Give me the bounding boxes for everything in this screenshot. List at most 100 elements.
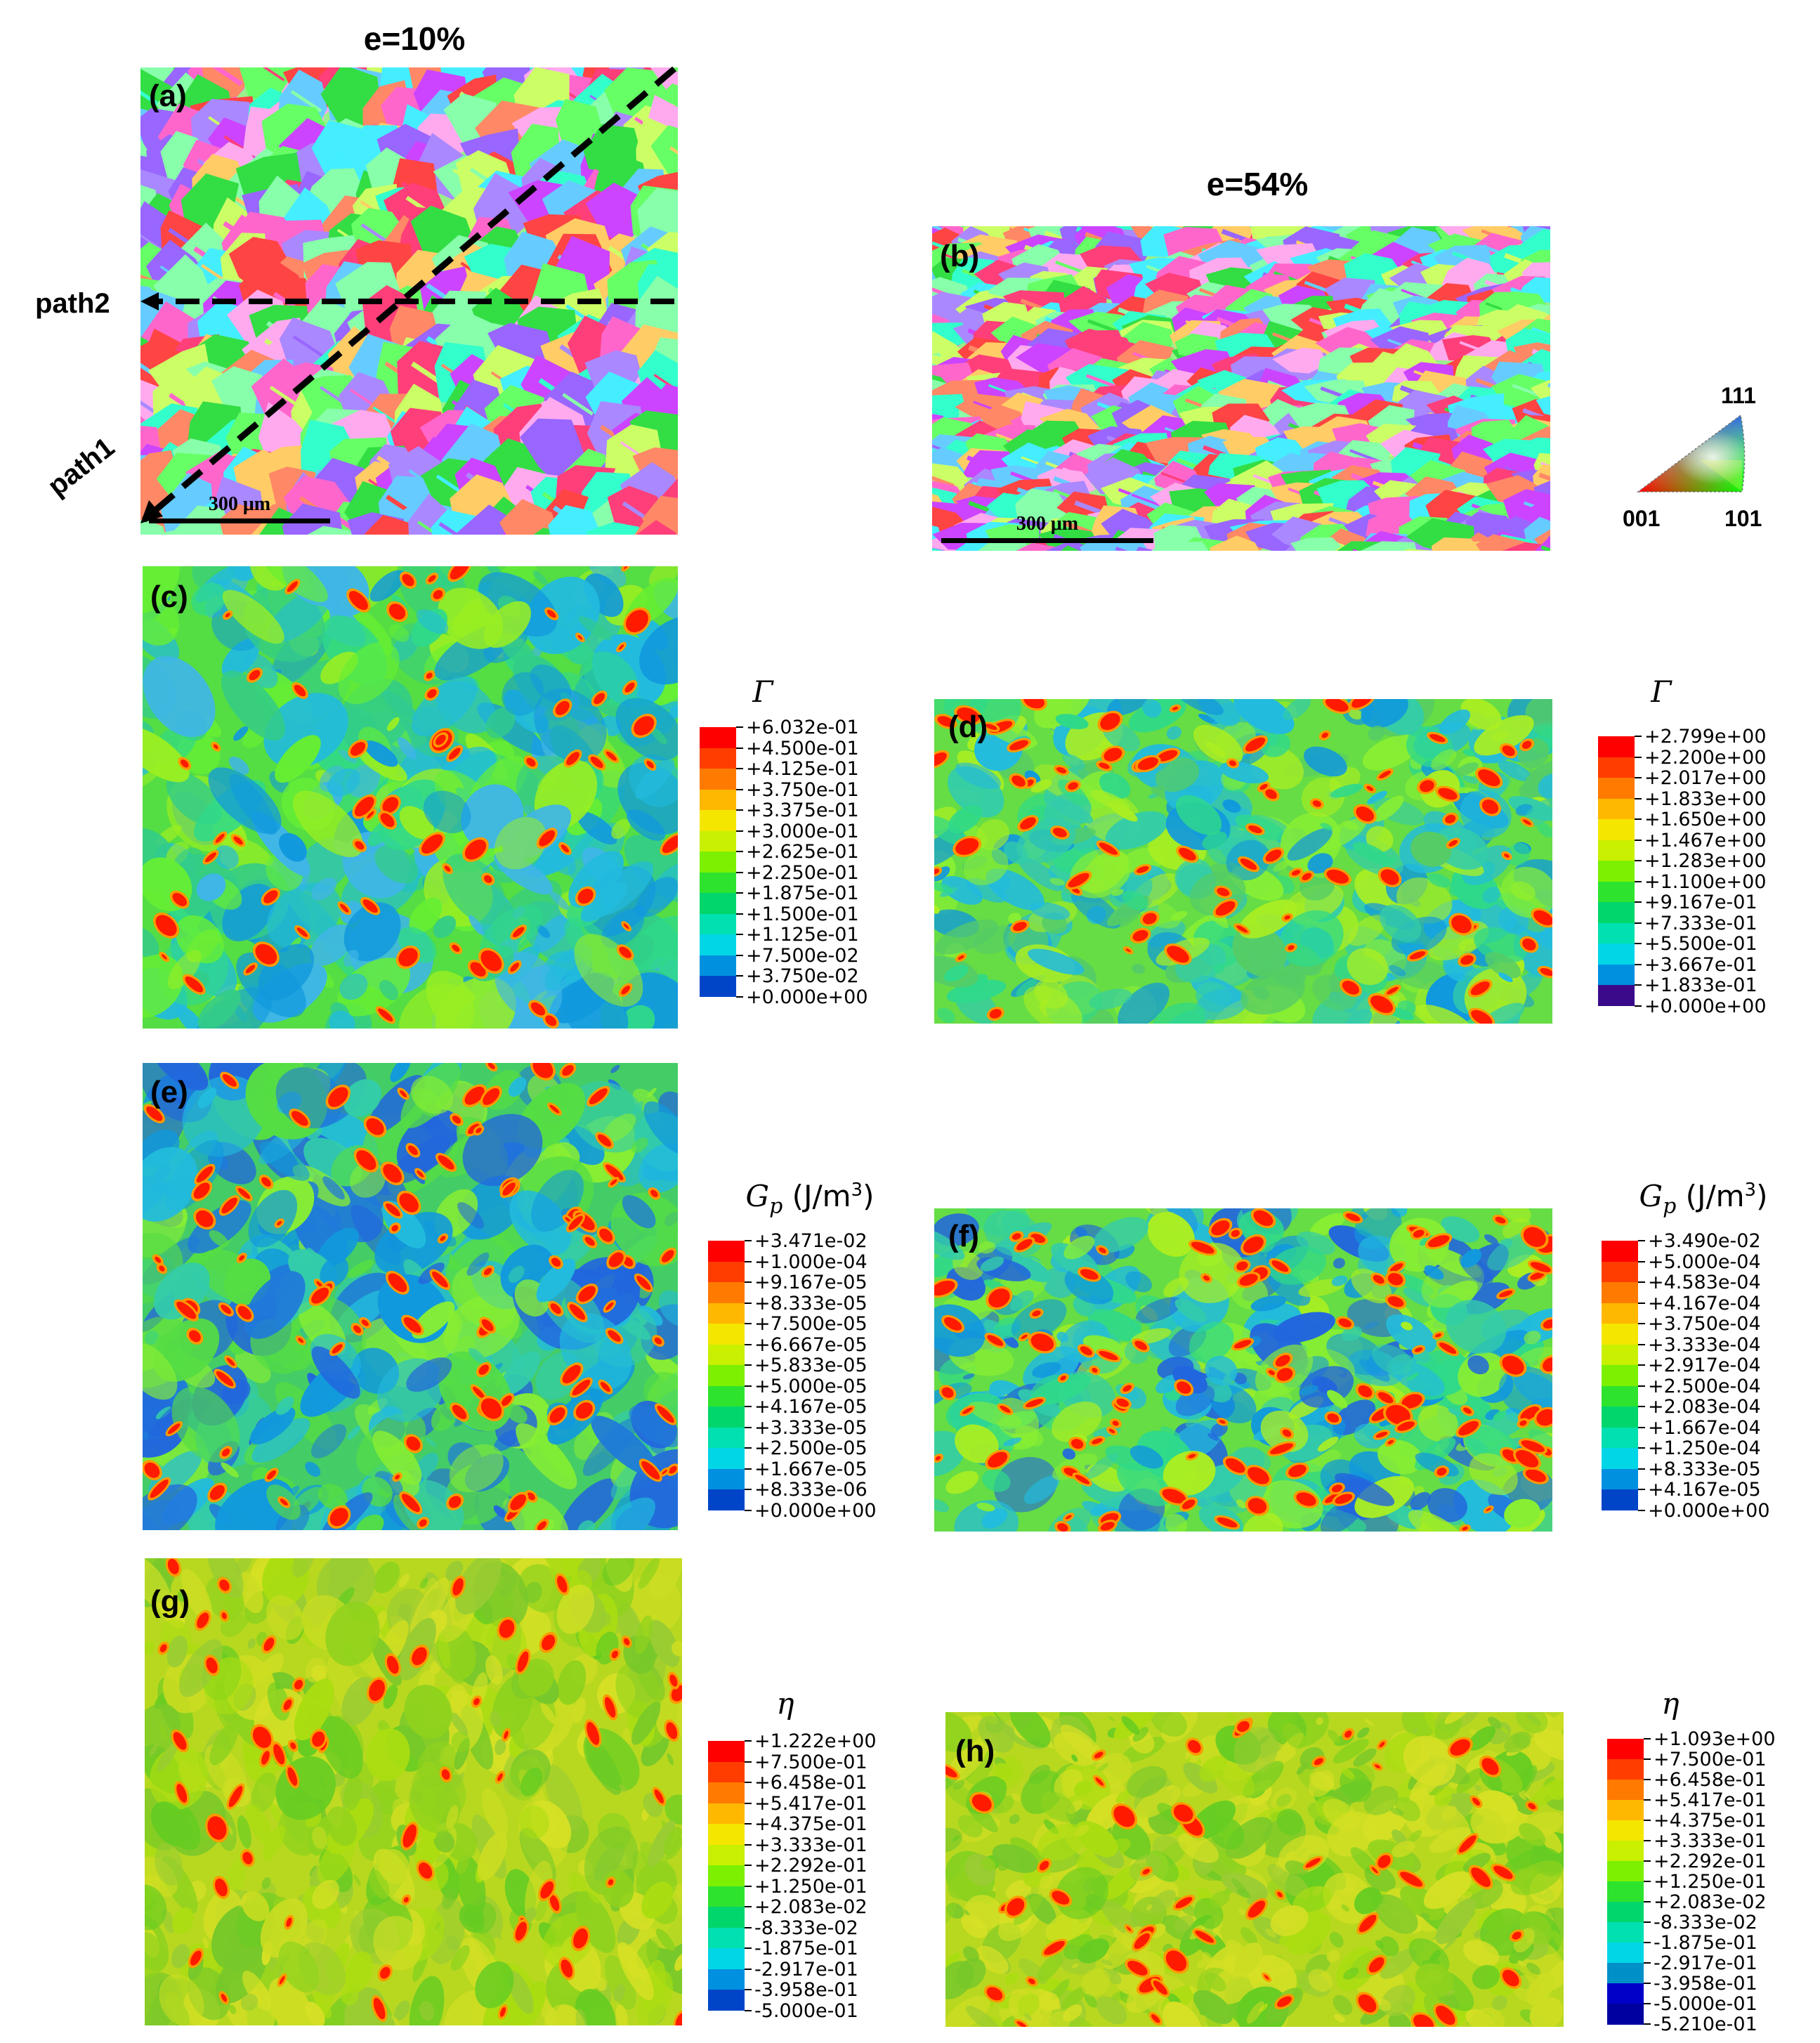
- legend-h-swatch: [1607, 1902, 1644, 1923]
- legend-e-swatch: [708, 1344, 745, 1366]
- legend-f-tick: [1638, 1509, 1645, 1511]
- legend-d-value: +7.333e-01: [1644, 912, 1757, 934]
- legend-h-swatch: [1607, 1861, 1644, 1882]
- grain: [1502, 542, 1548, 551]
- legend-f-title-symbol: G: [1639, 1179, 1663, 1213]
- legend-e-swatch: [708, 1448, 745, 1469]
- grain: [585, 183, 645, 247]
- legend-d-value: +1.100e+00: [1644, 870, 1767, 893]
- legend-h-tick: [1644, 1860, 1651, 1862]
- grain: [455, 504, 517, 535]
- legend-h-value: +2.292e-01: [1654, 1851, 1767, 1872]
- grain: [1403, 549, 1433, 551]
- legend-e-value: +1.667e-05: [754, 1458, 868, 1480]
- legend-d-value: +1.467e+00: [1644, 829, 1767, 851]
- contour-field-g: [145, 1558, 682, 2025]
- legend-h-tick: [1644, 1820, 1651, 1821]
- legend-c-swatch: [700, 851, 736, 873]
- legend-h-tick: [1644, 1840, 1651, 1841]
- legend-g: η +1.222e+00 +7.500e-01 +6.458e-01 +5.417e-…: [708, 1686, 919, 2037]
- legend-g-tick: [745, 1782, 752, 1783]
- legend-c-value: +4.500e-01: [746, 737, 859, 759]
- contour-field-h: [945, 1712, 1564, 2027]
- legend-h-value: -3.958e-01: [1654, 1973, 1757, 1995]
- legend-g-swatch: [708, 1761, 745, 1783]
- legend-c-tick: [736, 726, 743, 728]
- legend-c-value: +3.750e-02: [746, 965, 859, 987]
- legend-c-tick: [736, 788, 743, 790]
- legend-e-title-symbol: G: [745, 1179, 770, 1213]
- legend-h-tick: [1644, 2023, 1651, 2025]
- legend-f-swatch: [1602, 1344, 1638, 1366]
- legend-e-value: +8.333e-06: [754, 1479, 868, 1501]
- legend-f: Gp (J/m3) +3.490e-02 +5.000e-04 +4.583e-04…: [1602, 1179, 1812, 1530]
- legend-d-tick: [1635, 963, 1642, 965]
- legend-c-tick: [736, 871, 743, 873]
- grain: [1136, 547, 1157, 551]
- legend-h-tick: [1644, 1901, 1651, 1902]
- legend-e-swatch: [708, 1489, 745, 1510]
- legend-d-tick: [1635, 797, 1642, 799]
- legend-h-tick: [1644, 1758, 1651, 1760]
- legend-f-value: +2.917e-04: [1648, 1355, 1761, 1376]
- legend-g-value: -3.958e-01: [754, 1979, 858, 2001]
- legend-h-value: -2.917e-01: [1654, 1952, 1757, 1974]
- legend-d-value: +1.650e+00: [1644, 809, 1767, 830]
- legend-f-tick: [1638, 1406, 1645, 1407]
- legend-d-swatch: [1598, 985, 1635, 1006]
- legend-d-swatch: [1598, 861, 1635, 882]
- legend-f-value: +4.167e-04: [1648, 1292, 1761, 1314]
- path-overlay: [140, 66, 676, 523]
- contour-map-c: [143, 566, 678, 1029]
- legend-f-swatch: [1602, 1365, 1638, 1386]
- legend-h-swatch: [1607, 1780, 1644, 1801]
- grain: [1290, 537, 1346, 551]
- legend-d-tick: [1635, 880, 1642, 882]
- ebsd-map-b: [932, 226, 1550, 551]
- legend-h-tick: [1644, 1799, 1651, 1801]
- grain: [499, 499, 558, 535]
- legend-f-tick: [1638, 1323, 1645, 1324]
- legend-e-value: +5.833e-05: [754, 1355, 868, 1376]
- legend-d-tick: [1635, 860, 1642, 861]
- legend-f-tick: [1638, 1343, 1645, 1345]
- panel-label-e: (e): [150, 1075, 188, 1109]
- legend-c-tick: [736, 747, 743, 749]
- grain: [140, 518, 166, 535]
- legend-d-value: +1.283e+00: [1644, 850, 1767, 872]
- legend-h-swatch: [1607, 1963, 1644, 1984]
- panel-label-h: (h): [955, 1734, 995, 1768]
- legend-g-tick: [745, 1843, 752, 1846]
- legend-f-title-sup: 3: [1744, 1180, 1757, 1201]
- legend-g-title: η: [776, 1686, 794, 1721]
- panel-label-b: (b): [940, 239, 980, 273]
- legend-g-value: +7.500e-01: [754, 1751, 868, 1773]
- legend-g-value: +5.417e-01: [754, 1792, 868, 1815]
- legend-c-swatch: [700, 913, 736, 935]
- legend-g-value: -2.917e-01: [754, 1958, 858, 1980]
- legend-c-value: +2.250e-01: [746, 861, 859, 884]
- legend-f-swatch: [1602, 1427, 1638, 1449]
- legend-h-swatch: [1607, 1841, 1644, 1862]
- legend-d-swatch: [1598, 944, 1635, 965]
- legend-f-title-sub: p: [1663, 1194, 1677, 1219]
- grain: [932, 548, 943, 551]
- grain: [1163, 227, 1224, 259]
- ebsd-grains-b: [932, 226, 1550, 551]
- legend-e-title-close: ): [863, 1179, 875, 1213]
- grain: [1272, 347, 1328, 374]
- legend-g-value: -5.000e-01: [754, 1999, 858, 2022]
- legend-g-value: -8.333e-02: [754, 1917, 858, 1939]
- legend-d-tick: [1635, 777, 1642, 778]
- legend-h-value: -8.333e-02: [1654, 1912, 1757, 1933]
- legend-d-swatch: [1598, 757, 1635, 778]
- legend-d-swatch: [1598, 819, 1635, 840]
- path2-arrowhead: [140, 292, 159, 311]
- legend-f-swatch: [1602, 1448, 1638, 1469]
- grain: [1210, 535, 1259, 551]
- legend-c-swatch: [700, 955, 736, 977]
- legend-h-swatch: [1607, 2004, 1644, 2025]
- legend-e-value: +0.000e+00: [754, 1499, 877, 1522]
- grain: [1015, 488, 1073, 523]
- legend-g-tick: [745, 1885, 752, 1887]
